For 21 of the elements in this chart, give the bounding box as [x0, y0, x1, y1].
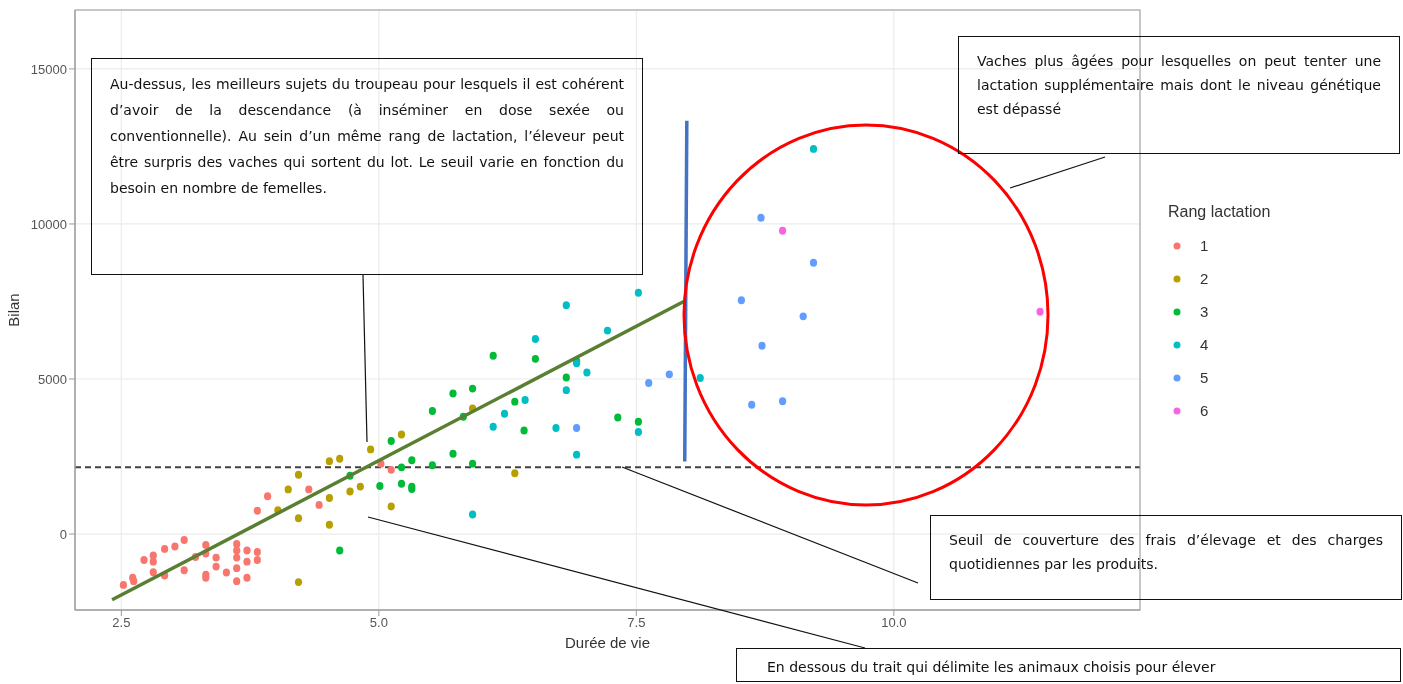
legend-label: 5: [1200, 369, 1209, 386]
annotation: Vaches plus âgées pour lesquelles on peut tenter une lactation supplémentaire mais dont le niveau génétique est dépassé: [958, 36, 1400, 154]
x-tick-label: 7.5: [627, 615, 646, 631]
y-axis-title: Bilan: [5, 293, 23, 327]
legend-title: Rang lactation: [1168, 203, 1271, 221]
legend-label: 1: [1200, 237, 1209, 254]
legend-label: 4: [1200, 336, 1209, 353]
x-tick-label: 2.5: [112, 615, 131, 631]
x-axis-title: Durée de vie: [564, 634, 651, 651]
x-tick-label: 5.0: [369, 615, 388, 631]
y-tick-label: 0: [59, 526, 67, 542]
text: En dessous du trait qui délimite les animaux choisis pour élever: [736, 648, 1401, 682]
x-tick-label: 10.0: [881, 615, 907, 631]
legend-label: 6: [1200, 402, 1209, 419]
y-tick-label: 5000: [38, 371, 67, 387]
legend-label: 2: [1200, 270, 1209, 287]
y-tick-label: 10000: [30, 216, 67, 232]
y-tick-label: 15000: [30, 61, 67, 77]
annotation: Au-dessus, les meilleurs sujets du troupeau pour lesquels il est cohérent d’avoir de la descendance (à inséminer en dose sexée ou conventionnelle). Au sein d’un même rang de lactation, l’éleveur peut être surpris des vaches qui sortent du lot. Le seuil varie en fonction du besoin en nombre de femelles.: [91, 58, 643, 275]
legend-label: 3: [1200, 303, 1209, 320]
annotation: Seuil de couverture des frais d’élevage et des charges quotidiennes par les produits.: [930, 515, 1402, 600]
